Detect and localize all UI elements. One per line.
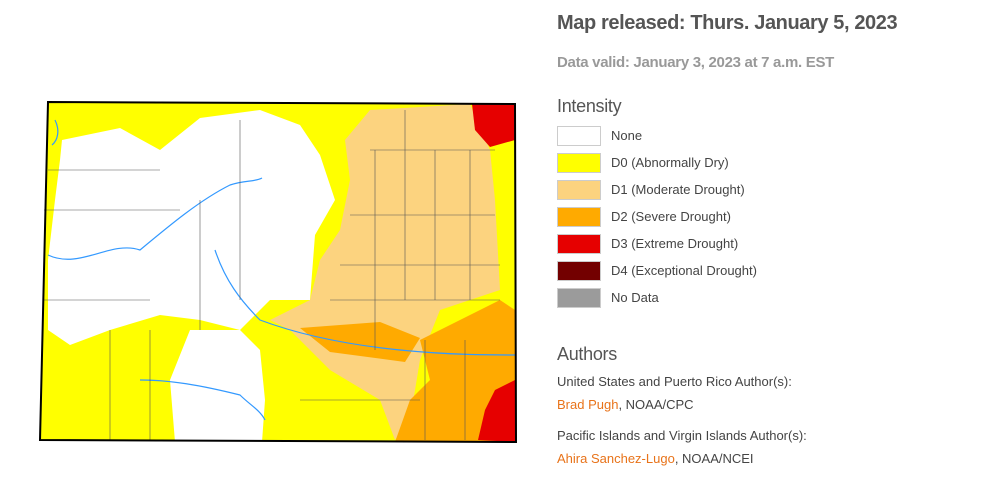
state-outline [38,100,518,444]
rivers [47,119,516,421]
legend-swatch [557,126,601,146]
area-none [48,110,335,345]
legend-label: D3 (Extreme Drought) [611,236,739,251]
author-line: Ahira Sanchez-Lugo, NOAA/NCEI [557,451,754,466]
legend-swatch [557,207,601,227]
legend-swatch [557,261,601,281]
author-heading: Pacific Islands and Virgin Islands Autho… [557,428,807,443]
legend-label: D1 (Moderate Drought) [611,182,745,197]
area-d3 [478,380,516,442]
legend-title: Intensity [557,96,622,116]
author-affiliation: , NOAA/NCEI [674,451,754,466]
legend-label: None [611,128,643,143]
author-line: Brad Pugh, NOAA/CPC [557,397,694,412]
legend-swatch [557,288,601,308]
legend-swatch [557,153,601,173]
authors-title: Authors [557,344,617,364]
author-affiliation: , NOAA/CPC [618,397,694,412]
subtitle: Data valid: January 3, 2023 at 7 a.m. ES… [557,54,835,71]
legend-label: D4 (Exceptional Drought) [611,263,757,278]
area-d2 [300,322,420,362]
area-none [170,330,265,442]
legend-swatch [557,180,601,200]
author-heading: United States and Puerto Rico Author(s): [557,374,792,389]
area-d3 [472,104,515,147]
title: Map released: Thurs. January 5, 2023 [557,12,898,34]
legend-label: D0 (Abnormally Dry) [611,155,729,170]
legend-label: D2 (Severe Drought) [611,209,731,224]
author-link[interactable]: Ahira Sanchez-Lugo [557,451,675,466]
drought-map [38,100,518,444]
legend-swatch [557,234,601,254]
author-link[interactable]: Brad Pugh [557,397,619,412]
legend-label: No Data [611,290,659,305]
area-d1 [270,104,500,440]
county-lines [44,110,500,440]
